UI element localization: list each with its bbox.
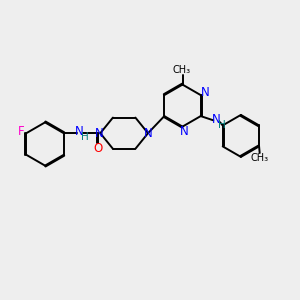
Text: O: O [93, 142, 103, 155]
Text: N: N [95, 127, 104, 140]
Text: H: H [81, 132, 89, 142]
Text: N: N [212, 113, 221, 127]
Text: CH₃: CH₃ [250, 153, 269, 163]
Text: N: N [180, 124, 188, 138]
Text: F: F [18, 125, 24, 138]
Text: N: N [200, 86, 209, 99]
Text: H: H [218, 120, 226, 130]
Text: N: N [75, 125, 84, 138]
Text: N: N [144, 127, 153, 140]
Text: CH₃: CH₃ [173, 65, 191, 75]
